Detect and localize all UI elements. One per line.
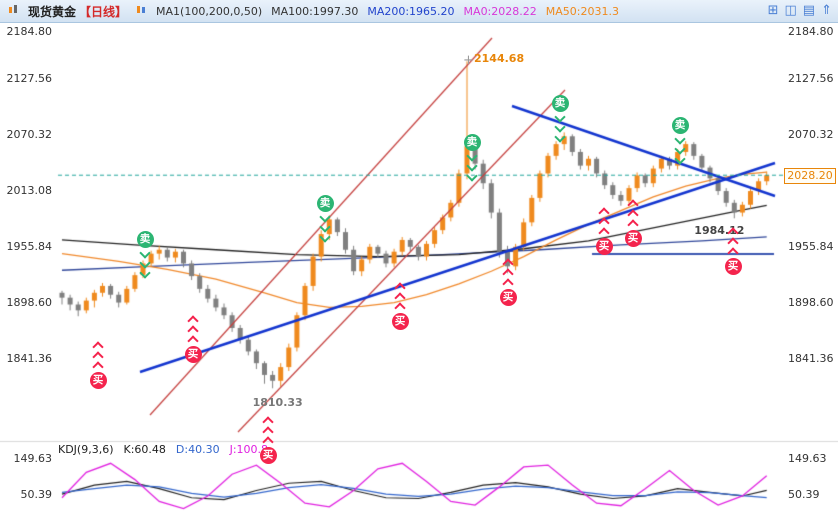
split-screen-icon[interactable]: ⊞ <box>767 3 779 18</box>
dual-pane-icon[interactable]: ◫ <box>784 3 797 18</box>
ma100-value: MA100:1997.30 <box>271 4 359 18</box>
timeframe-label[interactable]: 【日线】 <box>79 4 128 19</box>
ma-settings-label[interactable]: MA1(100,200,0,50) <box>156 4 263 18</box>
chart-toolbar: ⊞ ◫ ▤ ⇑ <box>768 3 832 19</box>
ma50-value: MA50:2031.3 <box>545 4 619 18</box>
chart-topbar: 现货黄金 【日线】 MA1(100,200,0,50) MA100:1997.3… <box>0 0 838 23</box>
ma200-value: MA200:1965.20 <box>367 4 455 18</box>
candlestick-icon <box>136 4 147 18</box>
scroll-top-icon[interactable]: ⇑ <box>821 3 832 18</box>
list-view-icon[interactable]: ▤ <box>802 3 816 18</box>
instrument-icon <box>8 4 19 18</box>
ma0-value: MA0:2028.22 <box>463 4 537 18</box>
instrument-title[interactable]: 现货黄金 <box>28 4 77 19</box>
